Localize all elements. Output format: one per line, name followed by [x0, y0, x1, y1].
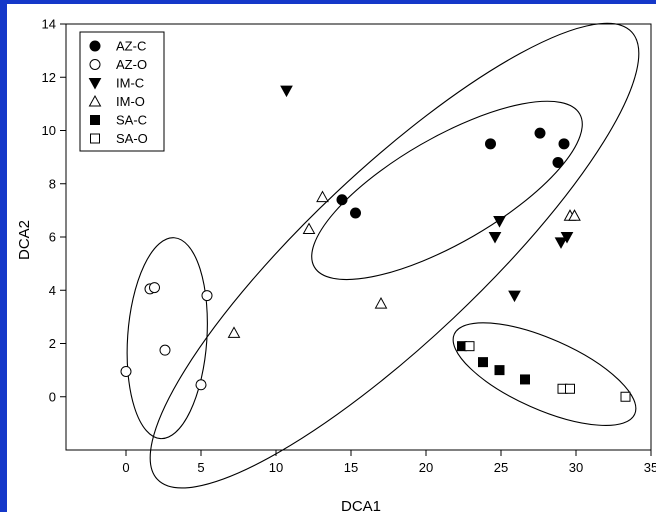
data-point [494, 365, 505, 376]
y-tick-label: 10 [42, 123, 56, 138]
legend: AZ-C AZ-O IM-C IM-O SA-C SA-O [79, 31, 165, 152]
legend-box [79, 31, 165, 152]
data-point [316, 190, 329, 203]
x-tick-label: 20 [419, 460, 433, 475]
x-tick-label: 35 [644, 460, 656, 475]
series-sa-c [457, 341, 530, 385]
data-point [350, 207, 361, 219]
data-point [120, 365, 132, 377]
legend-label: AZ-C [116, 39, 146, 54]
y-tick-label: 0 [49, 389, 56, 404]
legend-label: IM-O [116, 94, 145, 109]
x-tick-label: 0 [122, 460, 129, 475]
legend-label: SA-O [116, 131, 148, 146]
y-tick-label: 14 [42, 17, 56, 32]
group-ellipse [126, 237, 208, 440]
ellipse-layer [126, 22, 640, 489]
data-point [478, 357, 488, 368]
data-point [149, 282, 160, 294]
series-im-o [227, 190, 581, 338]
legend-marker-im-o [88, 94, 102, 107]
legend-marker-im-c [88, 78, 102, 90]
series-sa-o [464, 341, 631, 402]
group-ellipse [311, 100, 583, 281]
data-point [374, 297, 388, 309]
data-point [464, 341, 475, 352]
legend-marker-az-c [89, 40, 101, 52]
data-point [227, 326, 241, 338]
data-point [302, 222, 316, 235]
data-point [565, 383, 575, 394]
legend-label: AZ-O [116, 57, 147, 72]
data-point [554, 237, 568, 249]
x-tick-label: 30 [569, 460, 583, 475]
data-point [488, 232, 502, 244]
data-point [195, 379, 207, 391]
data-point [485, 138, 496, 150]
data-point [620, 391, 631, 402]
x-tick-label: 25 [494, 460, 508, 475]
data-point [280, 85, 293, 98]
data-point [552, 156, 564, 168]
series-az-o [120, 282, 213, 391]
y-tick-label: 2 [49, 336, 56, 351]
y-tick-label: 6 [49, 230, 56, 245]
data-point [560, 232, 574, 244]
data-point [568, 209, 581, 221]
legend-label: SA-C [116, 113, 147, 128]
x-tick-label: 5 [197, 460, 204, 475]
y-tick-label: 12 [42, 70, 56, 85]
data-point [336, 194, 348, 206]
series-im-c [280, 85, 574, 303]
legend-marker-az-o [89, 59, 101, 70]
y-tick-label: 4 [49, 283, 56, 298]
data-point [201, 290, 213, 302]
data-point [534, 127, 546, 139]
data-point [508, 290, 521, 303]
legend-label: IM-C [116, 76, 144, 91]
y-tick-label: 8 [49, 176, 56, 191]
group-ellipse [149, 22, 640, 489]
group-ellipse [452, 322, 637, 426]
data-point [493, 216, 506, 228]
axis-layer: 0 5 10 15 20 25 30 35 0 2 4 6 8 10 12 14 [42, 17, 656, 476]
marker-layer [120, 85, 631, 402]
series-az-c [336, 127, 570, 219]
legend-marker-sa-o [90, 133, 100, 144]
y-axis-title: DCA2 [16, 220, 33, 260]
data-point [520, 374, 530, 385]
data-point [159, 344, 171, 356]
legend-marker-sa-c [90, 115, 100, 125]
x-tick-label: 10 [269, 460, 283, 475]
data-point [558, 138, 570, 150]
x-axis-title: DCA1 [341, 498, 381, 512]
x-tick-label: 15 [344, 460, 358, 475]
